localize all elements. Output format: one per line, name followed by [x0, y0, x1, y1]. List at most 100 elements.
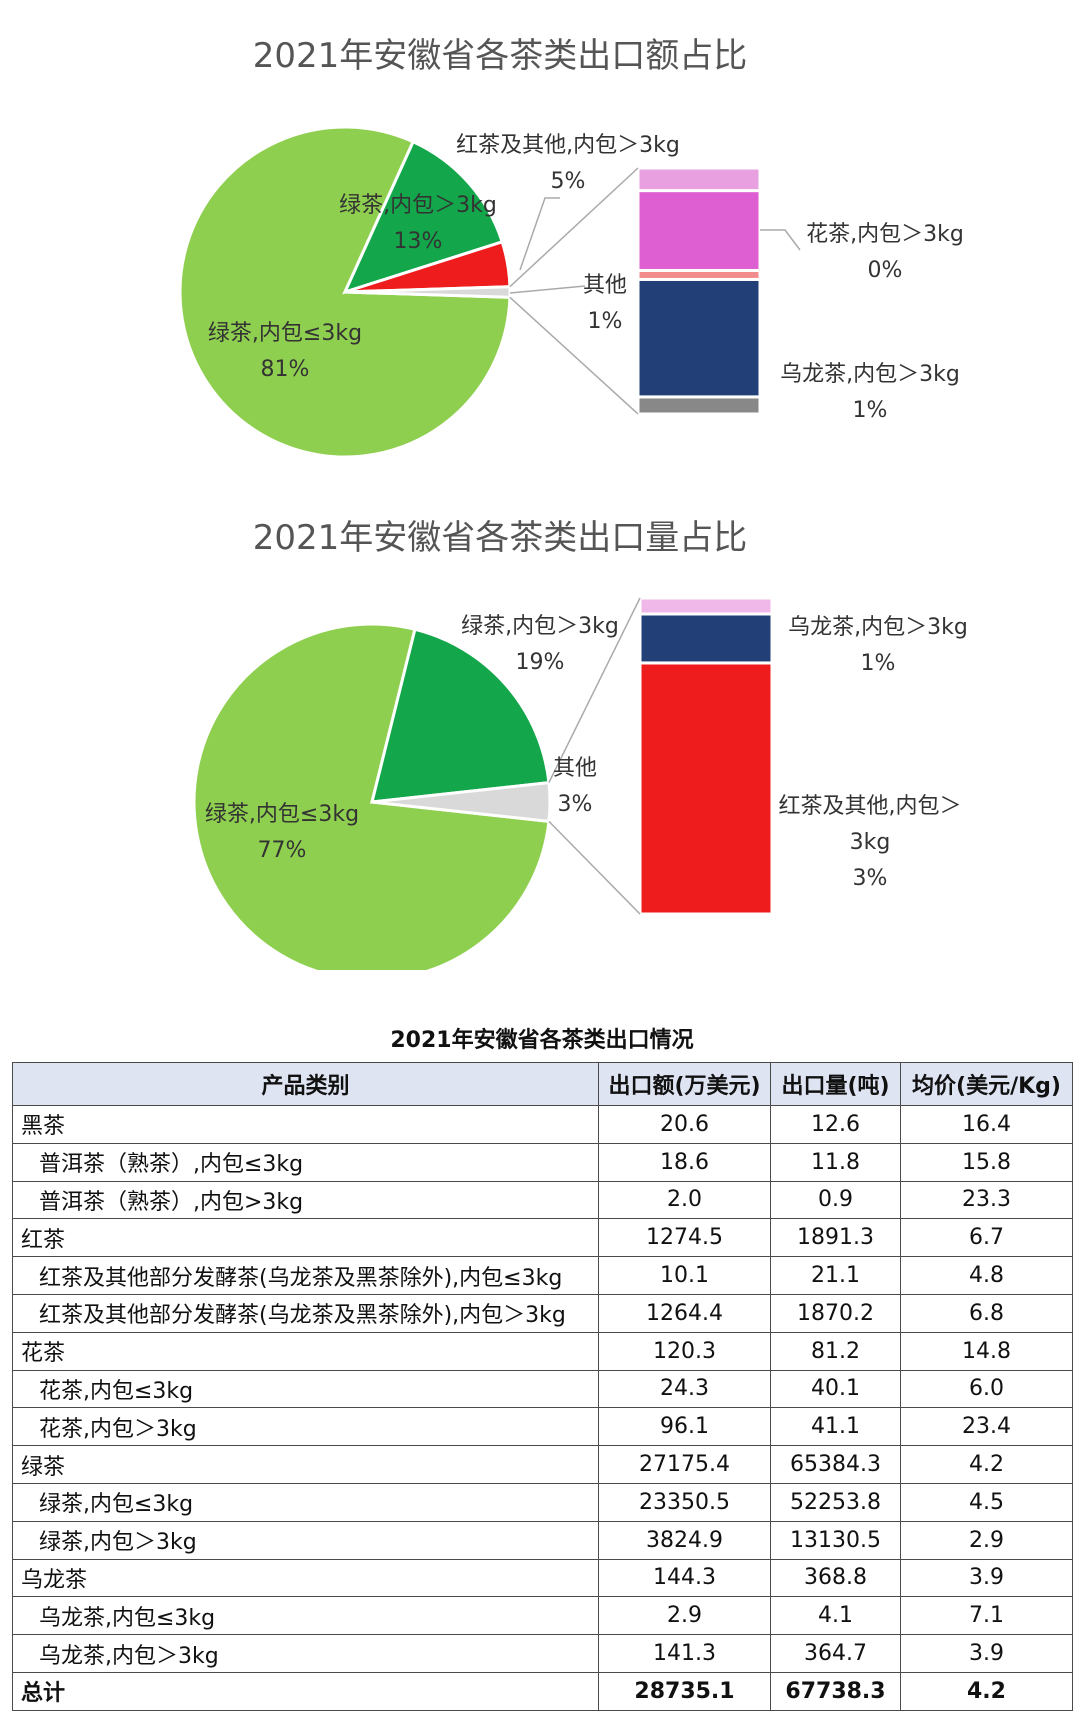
chart-title: 2021年安徽省各茶类出口量占比 [252, 518, 748, 558]
table-row: 乌龙茶,内包≤3kg 2.9 4.1 7.1 [12, 1596, 1073, 1636]
cell-amount: 28735.1 [598, 1671, 771, 1711]
cell-volume: 1870.2 [770, 1293, 901, 1333]
bar-segment [636, 189, 762, 272]
cell-price: 6.0 [900, 1369, 1073, 1409]
bar-label-oolong: 乌龙茶,内包＞3kg 1% [788, 615, 968, 676]
cell-category: 乌龙茶 [12, 1558, 599, 1598]
table-row: 乌龙茶 144.3 368.8 3.9 [12, 1558, 1073, 1598]
cell-category: 绿茶 [12, 1445, 599, 1484]
cell-amount: 2.9 [598, 1596, 771, 1636]
cell-price: 23.4 [900, 1407, 1073, 1447]
table-row: 绿茶,内包＞3kg 3824.9 13130.5 2.9 [12, 1520, 1073, 1560]
cell-volume: 81.2 [770, 1331, 901, 1371]
cell-volume: 40.1 [770, 1369, 901, 1409]
table-row: 普洱茶（熟茶）,内包>3kg 2.0 0.9 23.3 [12, 1180, 1073, 1220]
cell-amount: 3824.9 [598, 1520, 771, 1560]
cell-volume: 21.1 [770, 1256, 901, 1295]
cell-volume: 368.8 [770, 1558, 901, 1598]
cell-amount: 18.6 [598, 1142, 771, 1182]
cell-category: 红茶 [12, 1218, 599, 1258]
cell-category: 黑茶 [12, 1105, 599, 1144]
cell-amount: 27175.4 [598, 1445, 771, 1484]
cell-volume: 4.1 [770, 1596, 901, 1636]
bar-label-oolong: 乌龙茶,内包＞3kg 1% [780, 362, 960, 423]
cell-category: 乌龙茶,内包≤3kg [12, 1596, 599, 1636]
cell-volume: 1891.3 [770, 1218, 901, 1258]
cell-volume: 0.9 [770, 1180, 901, 1220]
table-body: 黑茶 20.6 12.6 16.4 普洱茶（熟茶）,内包≤3kg 18.6 11.8 15.8… [12, 1105, 1073, 1711]
slice-label-green-large-pack: 绿茶,内包＞3kg 13% [339, 193, 497, 254]
cell-amount: 23350.5 [598, 1482, 771, 1522]
slice-label-black-tea: 红茶及其他,内包＞3kg 5% [456, 133, 680, 194]
slice-label-other: 其他 1% [583, 273, 627, 334]
slice-label-other: 其他 3% [553, 756, 597, 817]
table-row: 黑茶 20.6 12.6 16.4 [12, 1105, 1073, 1144]
cell-volume: 364.7 [770, 1634, 901, 1673]
table-row: 花茶 120.3 81.2 14.8 [12, 1331, 1073, 1371]
slice-label-green-small-pack: 绿茶,内包≤3kg 81% [208, 321, 362, 382]
cell-category: 红茶及其他部分发酵茶(乌龙茶及黑茶除外),内包＞3kg [12, 1293, 599, 1333]
export-table-section: 2021年安徽省各茶类出口情况 产品类别 出口额(万美元) 出口量(吨) 均价(… [12, 1020, 1073, 1711]
export-volume-chart: 2021年安徽省各茶类出口量占比 绿茶,内包≤3kg 77% 绿茶,内包＞3kg 19… [0, 500, 1080, 970]
cell-amount: 141.3 [598, 1634, 771, 1673]
table-row: 花茶,内包＞3kg 96.1 41.1 23.4 [12, 1407, 1073, 1447]
leader-line [519, 197, 560, 271]
leader-line [509, 285, 586, 294]
bar-label-flower-tea: 花茶,内包＞3kg 0% [806, 222, 964, 283]
cell-amount: 144.3 [598, 1558, 771, 1598]
table-row: 红茶及其他部分发酵茶(乌龙茶及黑茶除外),内包＞3kg 1264.4 1870.2 6… [12, 1293, 1073, 1333]
cell-volume: 41.1 [770, 1407, 901, 1447]
table-row: 红茶 1274.5 1891.3 6.7 [12, 1218, 1073, 1258]
table-row: 红茶及其他部分发酵茶(乌龙茶及黑茶除外),内包≤3kg 10.1 21.1 4.8 [12, 1256, 1073, 1295]
bar-segment [638, 661, 774, 916]
column-header-amount: 出口额(万美元) [598, 1062, 771, 1106]
bar-label-black-tea: 红茶及其他,内包＞ 3kg 3% [779, 794, 962, 891]
cell-price: 15.8 [900, 1142, 1073, 1182]
export-value-pie-svg: 绿茶,内包≤3kg 81% 绿茶,内包＞3kg 13%红茶及其他,内包＞3kg 5% 其他… [178, 125, 964, 459]
cell-price: 4.2 [900, 1671, 1073, 1711]
cell-price: 23.3 [900, 1180, 1073, 1220]
pie-slice [370, 627, 551, 804]
cell-category: 总计 [12, 1671, 599, 1711]
table-row: 花茶,内包≤3kg 24.3 40.1 6.0 [12, 1369, 1073, 1409]
cell-amount: 20.6 [598, 1105, 771, 1144]
cell-volume: 65384.3 [770, 1445, 901, 1484]
cell-category: 普洱茶（熟茶）,内包>3kg [12, 1180, 599, 1220]
cell-volume: 67738.3 [770, 1671, 901, 1711]
cell-price: 14.8 [900, 1331, 1073, 1371]
cell-amount: 1274.5 [598, 1218, 771, 1258]
pie-slice [342, 139, 505, 295]
table-title: 2021年安徽省各茶类出口情况 [390, 1028, 694, 1053]
table-row: 绿茶 27175.4 65384.3 4.2 [12, 1445, 1073, 1484]
cell-category: 花茶 [12, 1331, 599, 1371]
table-total-row: 总计 28735.1 67738.3 4.2 [12, 1671, 1073, 1711]
pie-slice [344, 285, 512, 299]
connector-line [548, 820, 641, 915]
chart-title: 2021年安徽省各茶类出口额占比 [252, 36, 748, 76]
cell-category: 乌龙茶,内包＞3kg [12, 1634, 599, 1673]
connector-line [509, 296, 639, 415]
export-value-chart: 2021年安徽省各茶类出口额占比 绿茶,内包≤3kg 81% 绿茶,内包＞3kg 13… [0, 0, 1080, 500]
cell-volume: 11.8 [770, 1142, 901, 1182]
pie-slice [192, 622, 551, 970]
cell-category: 红茶及其他部分发酵茶(乌龙茶及黑茶除外),内包≤3kg [12, 1256, 599, 1295]
cell-price: 4.2 [900, 1445, 1073, 1484]
cell-category: 普洱茶（熟茶）,内包≤3kg [12, 1142, 599, 1182]
table-row: 绿茶,内包≤3kg 23350.5 52253.8 4.5 [12, 1482, 1073, 1522]
connector-line [509, 167, 639, 288]
cell-category: 绿茶,内包≤3kg [12, 1482, 599, 1522]
cell-category: 花茶,内包≤3kg [12, 1369, 599, 1409]
cell-category: 绿茶,内包＞3kg [12, 1520, 599, 1560]
connector-line [548, 597, 641, 783]
cell-amount: 120.3 [598, 1331, 771, 1371]
table-row: 乌龙茶,内包＞3kg 141.3 364.7 3.9 [12, 1634, 1073, 1673]
cell-category: 花茶,内包＞3kg [12, 1407, 599, 1447]
column-header-price: 均价(美元/Kg) [900, 1062, 1073, 1106]
leader-line [760, 229, 801, 251]
cell-amount: 10.1 [598, 1256, 771, 1295]
column-header-category: 产品类别 [12, 1062, 599, 1106]
cell-amount: 96.1 [598, 1407, 771, 1447]
slice-label-green-small-pack: 绿茶,内包≤3kg 77% [205, 802, 359, 863]
export-volume-pie-svg: 绿茶,内包≤3kg 77% 绿茶,内包＞3kg 19% 其他 3% 乌龙茶,内包＞3kg 1%… [192, 596, 968, 970]
cell-amount: 2.0 [598, 1180, 771, 1220]
